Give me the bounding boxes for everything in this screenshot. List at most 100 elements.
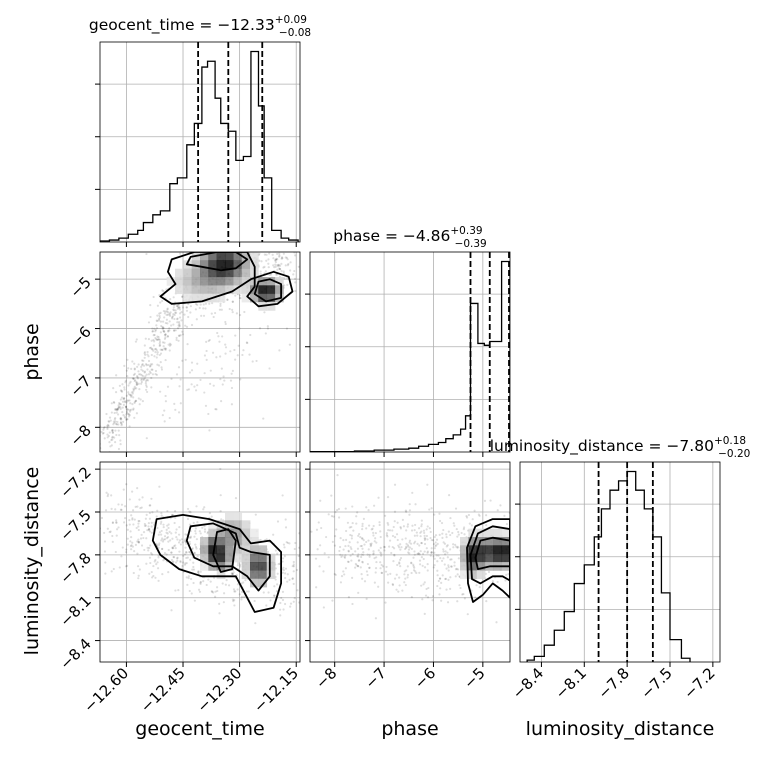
sample-point — [414, 570, 417, 573]
sample-point — [407, 548, 411, 551]
sample-point — [452, 522, 455, 525]
sample-point — [355, 522, 358, 525]
sample-point — [477, 513, 480, 516]
sample-point — [185, 562, 188, 565]
sample-point — [356, 565, 360, 568]
sample-point — [369, 542, 372, 546]
sample-point — [169, 298, 172, 301]
sample-point — [113, 401, 116, 404]
sample-point — [117, 406, 121, 409]
sample-point — [127, 393, 130, 396]
sample-point — [159, 301, 162, 304]
sample-point — [171, 547, 175, 550]
sample-point — [344, 544, 347, 548]
sample-point — [126, 408, 129, 411]
sample-point — [536, 539, 538, 541]
sample-point — [184, 358, 187, 361]
sample-point — [447, 564, 450, 567]
sample-point — [289, 602, 293, 605]
contour-line — [159, 252, 294, 308]
sample-point — [109, 530, 112, 533]
sample-point — [388, 539, 392, 542]
sample-point — [178, 385, 181, 388]
sample-point — [388, 545, 391, 548]
sample-point — [534, 549, 536, 551]
sample-point — [274, 247, 276, 249]
sample-point — [422, 557, 425, 561]
sample-point — [349, 554, 352, 557]
histogram-step — [100, 50, 299, 242]
sample-point — [423, 538, 426, 542]
sample-point — [137, 525, 140, 528]
sample-point — [177, 589, 180, 592]
sample-point — [149, 304, 152, 307]
density-cell — [241, 252, 251, 261]
sample-point — [233, 348, 236, 352]
sample-point — [198, 530, 201, 533]
sample-point — [425, 534, 429, 538]
sample-point — [164, 394, 167, 398]
sample-point — [423, 581, 426, 584]
sample-point — [147, 359, 151, 363]
density-cell — [191, 293, 201, 303]
sample-point — [337, 516, 341, 519]
sample-point — [410, 547, 413, 550]
sample-point — [120, 422, 123, 426]
sample-point — [292, 273, 295, 276]
sample-point — [137, 370, 140, 373]
sample-point — [147, 549, 150, 552]
sample-point — [215, 356, 218, 359]
y-tick-label: −7 — [66, 372, 94, 400]
sample-point — [224, 346, 228, 349]
sample-point — [181, 333, 185, 336]
sample-point — [237, 344, 240, 347]
sample-point — [408, 546, 412, 549]
sample-point — [283, 277, 286, 280]
sample-point — [398, 562, 401, 565]
sample-point — [163, 409, 166, 412]
sample-point — [372, 550, 375, 553]
sample-point — [156, 561, 159, 564]
density-cell — [233, 268, 243, 278]
sample-point — [182, 554, 185, 557]
sample-point — [440, 521, 444, 525]
density-cell — [275, 277, 284, 286]
sample-point — [208, 429, 211, 432]
sample-point — [118, 566, 121, 569]
sample-point — [278, 349, 281, 352]
density-cell — [241, 553, 251, 563]
sample-point — [456, 573, 459, 576]
sample-point — [426, 563, 429, 566]
sample-point — [436, 584, 439, 588]
sample-point — [124, 517, 127, 520]
sample-point — [143, 522, 146, 526]
sample-point — [445, 567, 448, 570]
sample-point — [247, 590, 250, 593]
sample-point — [313, 557, 315, 559]
sample-point — [131, 517, 134, 520]
sample-point — [391, 545, 394, 549]
sample-point — [354, 566, 357, 569]
sample-point — [178, 308, 182, 311]
sample-point — [303, 270, 305, 272]
sample-point — [198, 590, 202, 593]
sample-point — [177, 339, 180, 342]
sample-point — [172, 308, 175, 311]
sample-point — [225, 579, 228, 582]
sample-point — [178, 252, 182, 255]
sample-point — [212, 315, 215, 319]
sample-point — [369, 545, 372, 548]
sample-point — [148, 517, 152, 520]
sample-point — [140, 380, 143, 384]
sample-point — [468, 522, 471, 525]
sample-point — [154, 350, 157, 354]
sample-point — [524, 564, 526, 566]
sample-point — [365, 506, 368, 509]
sample-point — [107, 423, 110, 426]
sample-point — [163, 330, 166, 333]
sample-point — [436, 574, 439, 577]
sample-point — [178, 533, 181, 536]
sample-point — [461, 593, 464, 596]
sample-point — [158, 342, 161, 345]
sample-point — [168, 329, 171, 332]
